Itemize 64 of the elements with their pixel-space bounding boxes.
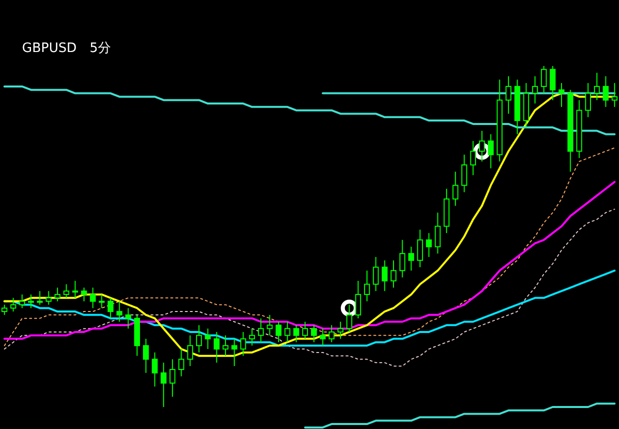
candlestick [346,304,352,332]
candlestick [540,66,547,94]
candlestick [178,348,184,377]
candlestick [240,331,246,356]
candlestick [187,334,194,367]
candlestick [214,331,220,364]
candlestick [284,321,290,343]
candlestick [249,328,255,346]
candlestick [550,66,556,101]
candlestick [98,294,105,309]
candlestick [382,260,388,292]
candlestick [488,134,494,169]
candlestick [170,358,176,398]
candlestick [258,318,264,343]
candlestick [612,82,618,108]
candlestick [355,280,362,319]
candlestick [160,362,167,408]
candlestick [302,321,308,340]
chart-title: GBPUSD 5分 [22,41,111,56]
candlestick [372,256,379,292]
candlestick [417,229,423,268]
candlestick [310,324,317,343]
candlestick [338,321,344,340]
candlestick [399,239,406,278]
candlestick [46,290,52,306]
candlestick [222,334,228,356]
candlestick [54,287,60,302]
candlestick [90,287,96,309]
candlestick [204,328,211,350]
candlestick [602,76,609,108]
candlestick [408,246,414,272]
candlestick [594,72,600,101]
candlestick [36,290,43,306]
candlestick [19,294,26,309]
candlestick [72,280,78,298]
candlestick [461,154,468,193]
candlestick [426,232,432,258]
candlestick [390,260,396,288]
candlestick [452,171,458,206]
candlestick [231,338,238,367]
candlestick [108,297,114,319]
candlestick [152,352,158,388]
candlestick [364,270,370,302]
candlestick [293,324,300,343]
candlestick [1,304,8,316]
candlestick [125,308,132,330]
candlestick [479,130,485,162]
candlestick [434,212,441,254]
candlestick [63,284,70,298]
candlestick [266,314,273,336]
candlestick [585,82,591,118]
candlestick [328,324,335,343]
candlestick [558,82,564,108]
candlestick [10,297,16,312]
candlestick [506,76,512,114]
candlestick [116,300,122,322]
candlestick [320,328,326,346]
candlestick [142,338,149,374]
candlestick [28,294,34,309]
candlestick [196,324,202,353]
candlestick [276,321,282,343]
candlestick [532,76,538,104]
candlestick [81,287,87,302]
candlestick [470,140,476,176]
